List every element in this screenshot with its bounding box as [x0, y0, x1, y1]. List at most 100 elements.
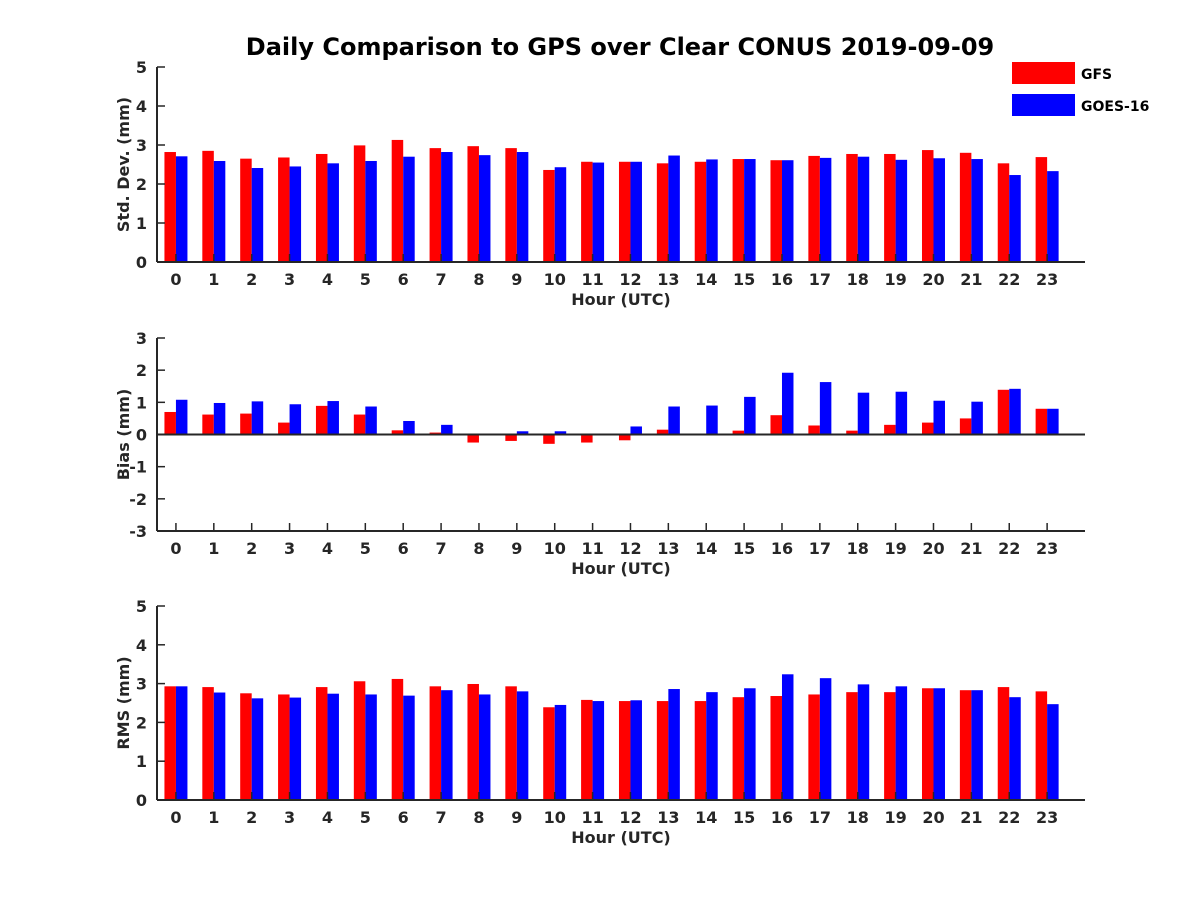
- bar-rms-goes-16-10: [554, 704, 567, 800]
- x-tick-label-rms-6: 6: [398, 808, 409, 827]
- y-tick-label-bias--2: -2: [129, 490, 147, 509]
- bar-bias-gfs-15: [732, 430, 745, 435]
- y-tick-label-bias-1: 1: [136, 393, 147, 412]
- x-tick-label-stddev-16: 16: [771, 270, 793, 289]
- bar-stddev-goes-16-22: [1009, 175, 1021, 262]
- x-tick-label-bias-2: 2: [246, 539, 257, 558]
- x-tick-label-rms-22: 22: [998, 808, 1020, 827]
- bar-bias-gfs-9: [505, 434, 517, 441]
- bar-bias-gfs-3: [278, 422, 290, 435]
- bar-stddev-gfs-11: [581, 161, 593, 262]
- x-tick-label-rms-13: 13: [657, 808, 679, 827]
- x-tick-label-stddev-4: 4: [322, 270, 333, 289]
- bar-rms-goes-16-16: [781, 674, 794, 800]
- bar-bias-goes-16-21: [971, 401, 983, 435]
- y-axis-label-rms: RMS (mm): [114, 656, 133, 749]
- bar-bias-gfs-5: [353, 414, 366, 435]
- bar-stddev-gfs-5: [353, 145, 366, 262]
- x-tick-label-bias-23: 23: [1036, 539, 1058, 558]
- bar-bias-goes-16-15: [744, 396, 756, 435]
- bar-bias-gfs-22: [997, 389, 1010, 435]
- x-tick-label-stddev-12: 12: [619, 270, 641, 289]
- bar-bias-goes-16-17: [819, 382, 832, 435]
- x-axis-label-rms: Hour (UTC): [571, 828, 671, 847]
- bar-rms-goes-16-19: [895, 686, 908, 800]
- x-tick-label-stddev-9: 9: [511, 270, 522, 289]
- x-tick-label-bias-20: 20: [922, 539, 944, 558]
- x-tick-label-bias-19: 19: [884, 539, 906, 558]
- bar-stddev-goes-16-12: [630, 161, 642, 262]
- x-tick-label-stddev-5: 5: [360, 270, 371, 289]
- bar-bias-goes-16-9: [516, 431, 529, 435]
- bar-stddev-gfs-17: [808, 155, 820, 262]
- x-tick-label-stddev-2: 2: [246, 270, 257, 289]
- x-tick-label-bias-3: 3: [284, 539, 295, 558]
- bar-bias-goes-16-7: [441, 424, 453, 435]
- x-tick-label-bias-21: 21: [960, 539, 982, 558]
- x-tick-label-bias-11: 11: [581, 539, 603, 558]
- bar-stddev-gfs-18: [846, 153, 858, 262]
- x-tick-label-stddev-15: 15: [733, 270, 755, 289]
- x-tick-label-stddev-18: 18: [847, 270, 869, 289]
- bar-rms-gfs-19: [884, 692, 896, 800]
- bar-rms-gfs-23: [1035, 691, 1048, 800]
- bar-stddev-gfs-14: [694, 161, 707, 262]
- bar-bias-gfs-20: [921, 422, 934, 435]
- bar-stddev-goes-16-18: [857, 156, 870, 262]
- x-tick-label-stddev-1: 1: [208, 270, 219, 289]
- y-axis-label-stddev: Std. Dev. (mm): [114, 97, 133, 232]
- bar-bias-gfs-23: [1035, 408, 1048, 435]
- bar-stddev-goes-16-2: [251, 168, 264, 262]
- bar-rms-goes-16-17: [819, 678, 832, 800]
- x-tick-label-rms-10: 10: [544, 808, 566, 827]
- bar-stddev-gfs-15: [732, 159, 745, 262]
- y-tick-label-stddev-2: 2: [136, 175, 147, 194]
- x-tick-label-bias-0: 0: [170, 539, 181, 558]
- bar-stddev-gfs-8: [467, 146, 479, 262]
- bar-rms-goes-16-0: [175, 686, 188, 800]
- bar-stddev-goes-16-13: [668, 155, 680, 262]
- x-tick-label-bias-6: 6: [398, 539, 409, 558]
- x-tick-label-bias-16: 16: [771, 539, 793, 558]
- x-tick-label-rms-18: 18: [847, 808, 869, 827]
- y-tick-label-bias-2: 2: [136, 361, 147, 380]
- bar-stddev-goes-16-5: [365, 160, 377, 262]
- bar-bias-goes-16-2: [251, 401, 264, 435]
- bar-stddev-goes-16-7: [441, 152, 453, 262]
- x-tick-label-rms-21: 21: [960, 808, 982, 827]
- x-tick-label-rms-11: 11: [581, 808, 603, 827]
- bar-bias-gfs-2: [240, 413, 252, 435]
- y-tick-label-stddev-1: 1: [136, 214, 147, 233]
- bar-rms-gfs-10: [543, 707, 555, 800]
- bar-rms-gfs-7: [429, 686, 442, 800]
- bar-stddev-gfs-6: [391, 139, 404, 262]
- bar-bias-gfs-1: [202, 414, 214, 435]
- x-tick-label-rms-3: 3: [284, 808, 295, 827]
- bar-bias-gfs-4: [315, 405, 328, 435]
- bar-rms-goes-16-11: [592, 701, 605, 800]
- bar-stddev-gfs-7: [429, 148, 442, 262]
- bar-stddev-goes-16-9: [516, 152, 529, 262]
- bar-rms-goes-16-20: [933, 688, 945, 800]
- x-tick-label-stddev-0: 0: [170, 270, 181, 289]
- x-axis-label-bias: Hour (UTC): [571, 559, 671, 578]
- bar-rms-goes-16-2: [251, 698, 264, 800]
- bar-rms-gfs-15: [732, 697, 745, 800]
- bar-bias-goes-16-18: [857, 392, 870, 435]
- bar-stddev-goes-16-4: [327, 163, 339, 262]
- bar-bias-goes-16-22: [1009, 388, 1021, 435]
- x-tick-label-bias-10: 10: [544, 539, 566, 558]
- bar-stddev-gfs-4: [315, 153, 328, 262]
- bar-bias-goes-16-16: [781, 372, 794, 435]
- bar-rms-goes-16-15: [744, 688, 756, 800]
- legend-swatch-goes-16: [1012, 94, 1075, 116]
- bar-stddev-gfs-3: [278, 157, 290, 262]
- bar-rms-gfs-11: [581, 699, 593, 800]
- bar-rms-gfs-9: [505, 686, 517, 800]
- x-tick-label-stddev-13: 13: [657, 270, 679, 289]
- bar-stddev-gfs-16: [770, 160, 782, 262]
- y-tick-label-stddev-3: 3: [136, 136, 147, 155]
